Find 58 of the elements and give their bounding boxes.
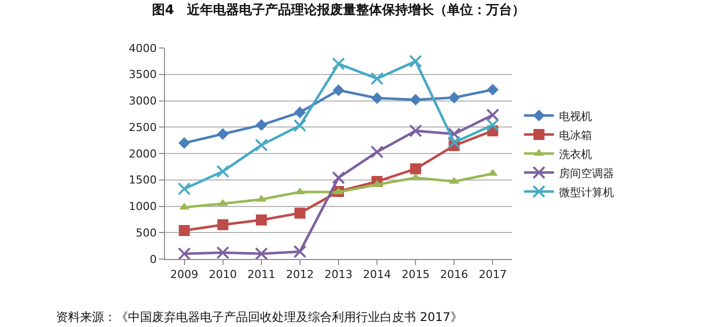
chart-title: 图4 近年电器电子产品理论报废量整体保持增长（单位：万台） [152,2,526,18]
point [448,136,461,149]
point [294,208,306,219]
legend-label: 房间空调器 [558,166,614,180]
legend-label: 微型计算机 [558,186,614,199]
point [216,164,230,178]
point [370,145,384,158]
point [217,219,228,230]
point [486,118,500,132]
point [332,84,344,96]
point [448,127,461,140]
y-tick-label: 1500 [128,174,157,187]
point [410,94,422,106]
x-tick-label: 2016 [440,268,468,282]
point [409,124,422,138]
point [216,128,229,140]
point [294,106,306,118]
legend-label: 洗衣机 [558,148,592,161]
point [178,225,190,236]
y-tick-label: 4000 [128,42,157,55]
y-tick-label: 2500 [128,120,157,134]
point [448,92,460,104]
y-tick-label: 1000 [128,200,157,214]
point [409,54,422,68]
point [178,182,191,196]
y-tick-label: 3500 [128,68,157,82]
point [178,247,191,259]
x-tick-label: 2014 [363,268,392,282]
y-tick-label: 3000 [128,94,157,108]
y-tick-label: 0 [150,252,157,266]
x-tick-label: 2017 [478,268,507,282]
point [486,108,500,122]
x-tick-label: 2012 [286,268,314,282]
point [332,57,345,70]
x-tick-label: 2011 [247,268,276,282]
y-tick-label: 2000 [128,147,157,160]
point [178,137,190,149]
x-tick-label: 2010 [208,268,237,282]
point [293,119,306,132]
x-tick-label: 2015 [402,268,430,282]
point [332,171,345,184]
legend-label: 电视机 [558,110,592,123]
point [254,138,268,152]
y-tick-label: 500 [136,226,157,240]
point [179,202,190,210]
point [216,246,230,259]
point [486,84,499,96]
point [256,214,267,226]
point [371,92,383,104]
point [256,119,268,131]
x-tick-label: 2013 [324,268,352,282]
point [410,163,422,174]
point [254,247,268,259]
text: 资料来源：《中国废弃电器电子产品回收处理及综合利用行业白皮书 2017》 [56,310,462,324]
x-tick-label: 2009 [170,268,198,282]
point [293,245,306,258]
legend-label: 电冰箱 [558,128,592,142]
point [370,72,384,86]
